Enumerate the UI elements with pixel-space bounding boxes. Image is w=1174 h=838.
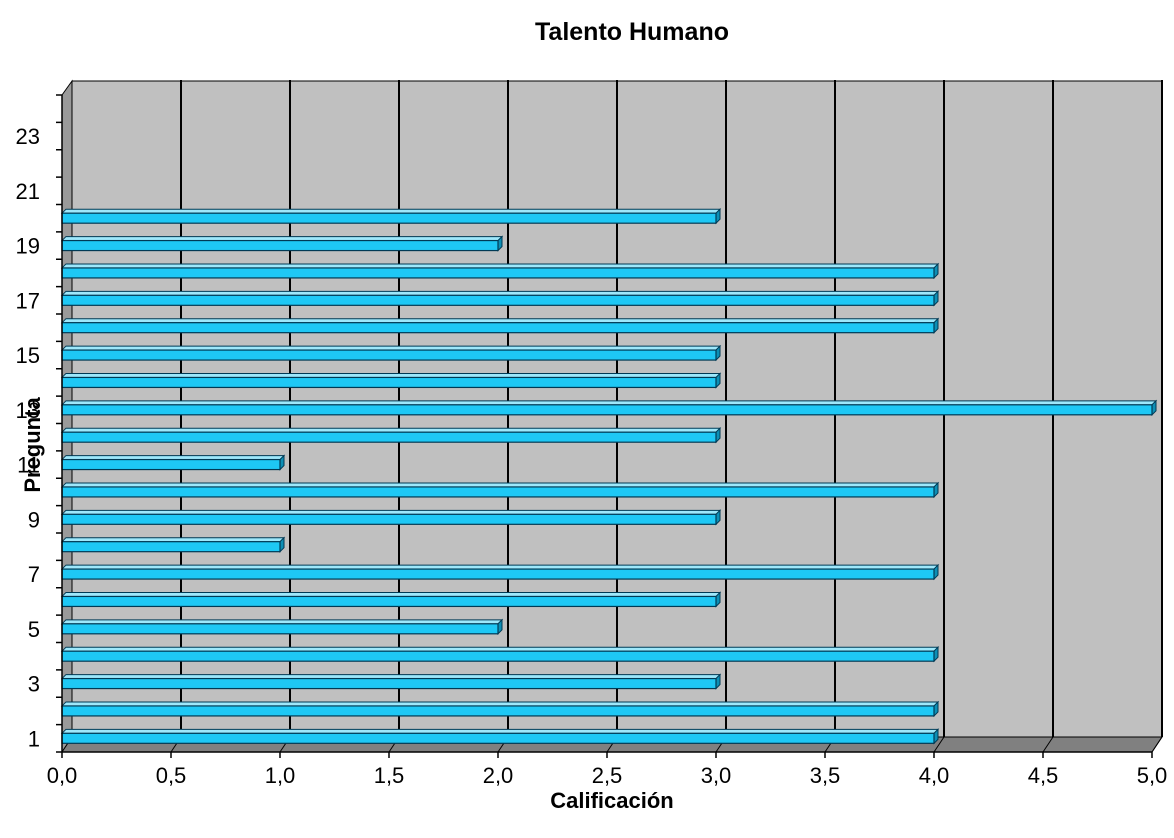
x-ticks: 0,0 0,5 1,0 1,5 2,0 2,5 3,0 3,5 4,0 4,5 5,0 — [47, 752, 1168, 788]
bar-face — [61, 705, 935, 717]
x-tick-label: 3,0 — [701, 763, 732, 788]
x-axis-label: Calificación — [550, 788, 673, 813]
x-tick-label: 5,0 — [1137, 763, 1168, 788]
chart-title: Talento Humano — [535, 18, 729, 46]
bar-top — [60, 427, 722, 433]
x-tick-label: 4,0 — [919, 763, 950, 788]
bar-face — [61, 650, 935, 662]
bar-face — [61, 486, 935, 498]
bar-17 — [60, 290, 940, 307]
bar-top — [60, 400, 1158, 406]
bar-7 — [60, 563, 940, 581]
bar-13 — [60, 399, 1158, 417]
bar-15 — [60, 344, 722, 362]
bar-18 — [60, 262, 940, 280]
y-tick-label: 5 — [28, 617, 40, 642]
x-tick-label: 0,5 — [156, 763, 187, 788]
bar-face — [61, 595, 717, 608]
y-tick-label: 11 — [17, 453, 40, 478]
bar-face — [61, 267, 935, 279]
y-tick-label: 7 — [28, 562, 40, 587]
bar-19 — [60, 235, 504, 252]
x-tick-label: 2,5 — [592, 763, 623, 788]
bar-top — [60, 345, 722, 351]
bar-face — [61, 212, 717, 224]
y-tick-label: 13 — [16, 398, 40, 423]
x-tick-label: 0,0 — [47, 763, 78, 788]
x-tick-label: 3,5 — [810, 763, 841, 788]
bar-face — [61, 322, 935, 334]
bar-face — [61, 513, 717, 525]
bar-11 — [60, 454, 286, 471]
bar-face — [61, 294, 935, 306]
y-tick-label: 9 — [28, 507, 40, 532]
bar-face — [61, 568, 935, 580]
bar-top — [60, 290, 940, 296]
bar-6 — [60, 591, 722, 608]
bar-4 — [60, 645, 940, 663]
bar-14 — [60, 372, 722, 389]
bar-face — [61, 349, 717, 361]
x-tick-label: 4,5 — [1028, 763, 1059, 788]
x-tick-label: 2,0 — [483, 763, 514, 788]
bar-16 — [60, 317, 940, 334]
floor-gridline — [933, 736, 945, 753]
y-axis-label: Pregunta — [20, 397, 45, 493]
bar-top — [60, 236, 504, 242]
bar-face — [61, 623, 499, 635]
bar-face — [61, 376, 717, 389]
floor-gridline — [1151, 736, 1163, 753]
y-tick-label: 15 — [16, 343, 40, 368]
bar-face — [61, 239, 499, 252]
bar-face — [61, 404, 1153, 416]
bar-top — [60, 372, 722, 378]
bar-20 — [60, 207, 722, 225]
x-tick-label: 1,5 — [374, 763, 405, 788]
bar-top — [60, 263, 940, 269]
bar-9 — [60, 509, 722, 526]
bar-top — [60, 455, 286, 461]
bar-12 — [60, 426, 722, 444]
y-tick-label: 1 — [28, 726, 40, 751]
bar-top — [60, 482, 940, 488]
bar-face — [61, 677, 717, 690]
bar-1 — [60, 728, 940, 745]
bar-5 — [60, 618, 504, 636]
bar-top — [60, 318, 940, 324]
bar-8 — [60, 536, 286, 553]
bar-face — [61, 458, 281, 471]
bar-3 — [60, 673, 722, 690]
bar-10 — [60, 481, 940, 499]
bar-face — [61, 732, 935, 744]
y-tick-label: 23 — [16, 124, 40, 149]
y-tick-label: 19 — [16, 234, 40, 259]
floor-gridline — [1042, 736, 1054, 753]
y-tick-label: 21 — [16, 179, 40, 204]
x-tick-label: 1,0 — [265, 763, 296, 788]
y-tick-label: 17 — [16, 288, 40, 313]
bar-face — [61, 431, 717, 443]
bar-top — [60, 208, 722, 214]
y-tick-label: 3 — [28, 672, 40, 697]
bar-2 — [60, 700, 940, 718]
bar-face — [61, 541, 281, 553]
